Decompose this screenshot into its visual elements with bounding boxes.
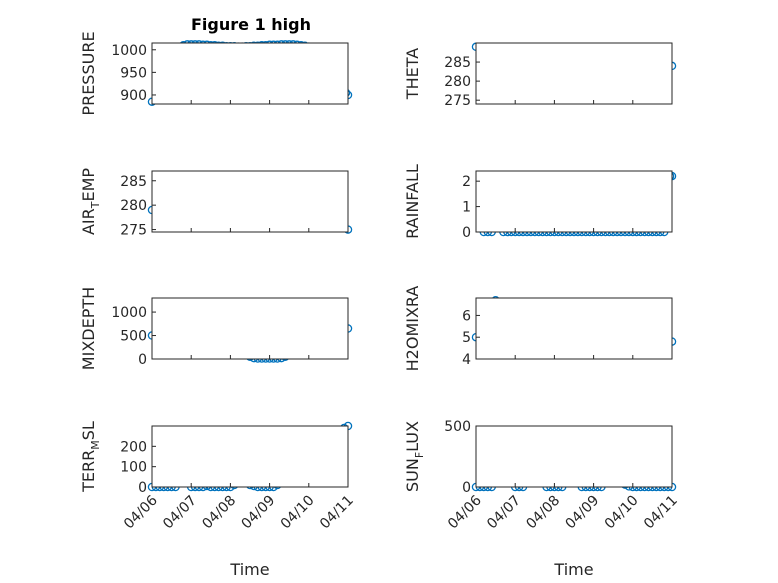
axes-frame: [151, 425, 349, 488]
y-tick-label: 285: [120, 174, 147, 190]
y-tick-label: 4: [462, 352, 471, 368]
axes-frame: [475, 297, 673, 360]
y-axis-label-main: SUN: [403, 458, 422, 492]
y-tick-label: 950: [120, 65, 147, 81]
y-tick-label: 1: [462, 200, 471, 216]
y-tick-label: 5: [462, 330, 471, 346]
subplot-6: 4 5 6 H2OMIXRA: [403, 286, 677, 372]
y-tick-label: 2: [462, 174, 471, 190]
y-axis-label: THETA: [403, 48, 422, 100]
y-axis-label-main: AIR: [79, 208, 98, 235]
y-tick-label: 900: [120, 88, 147, 104]
subplot-2: 275 280 285 THETA: [403, 42, 677, 109]
y-tick-label: 280: [444, 74, 471, 90]
y-tick-label: 6: [462, 308, 471, 324]
y-tick-label: 1000: [111, 305, 147, 321]
axes-frame: [151, 42, 349, 105]
y-tick-label: 500: [120, 329, 147, 345]
y-axis-label-main: PRESSURE: [79, 31, 98, 115]
y-tick-label: 0: [138, 480, 147, 496]
y-tick-label: 500: [444, 419, 471, 435]
y-axis-label: MIXDEPTH: [79, 287, 98, 370]
axes-frame: [151, 297, 349, 360]
y-axis-label-main: TERR: [79, 450, 98, 493]
y-tick-label: 0: [462, 480, 471, 496]
y-tick-label: 0: [462, 225, 471, 241]
y-tick-label: 100: [120, 460, 147, 476]
subplot-5: 0 500 1000 MIXDEPTH: [79, 287, 353, 370]
y-axis-label-main: THETA: [403, 48, 422, 100]
y-tick-label: 200: [120, 439, 147, 455]
subplot-1: 900 950 1000 PRESSURE: [79, 31, 353, 116]
y-axis-label: SUNFLUX: [403, 421, 426, 492]
figure-title: Figure 1 high: [191, 15, 311, 34]
x-axis-label: Time: [553, 560, 593, 579]
subplot-3: 275 280 285 AIRTEMP: [79, 168, 353, 239]
y-axis-label: TERRMSL: [79, 421, 102, 493]
y-axis-label: AIRTEMP: [79, 168, 102, 235]
y-axis-label-rest: EMP: [79, 168, 98, 202]
y-tick-label: 280: [120, 198, 147, 214]
y-axis-label-rest: LUX: [403, 421, 422, 452]
axes-frame: [475, 42, 673, 105]
y-tick-label: 275: [444, 93, 471, 109]
axes-frame: [475, 425, 673, 488]
y-axis-label-main: RAINFALL: [403, 164, 422, 239]
y-axis-label-subscript: F: [413, 452, 426, 458]
y-axis-label-main: H2OMIXRA: [403, 286, 422, 372]
y-axis-label-subscript: T: [89, 201, 102, 209]
axes-frame: [475, 170, 673, 233]
y-tick-label: 1000: [111, 43, 147, 59]
y-axis-label: RAINFALL: [403, 164, 422, 239]
y-axis-label: PRESSURE: [79, 31, 98, 115]
y-tick-label: 0: [138, 352, 147, 368]
y-axis-label-subscript: M: [89, 440, 102, 450]
y-axis-label-main: MIXDEPTH: [79, 287, 98, 370]
y-axis-label-rest: SL: [79, 421, 98, 440]
y-axis-label: H2OMIXRA: [403, 286, 422, 372]
y-tick-label: 285: [444, 55, 471, 71]
subplot-4: 0 1 2 RAINFALL: [403, 164, 677, 241]
x-axis-label: Time: [229, 560, 269, 579]
axes-frame: [151, 170, 349, 233]
y-tick-label: 275: [120, 223, 147, 239]
